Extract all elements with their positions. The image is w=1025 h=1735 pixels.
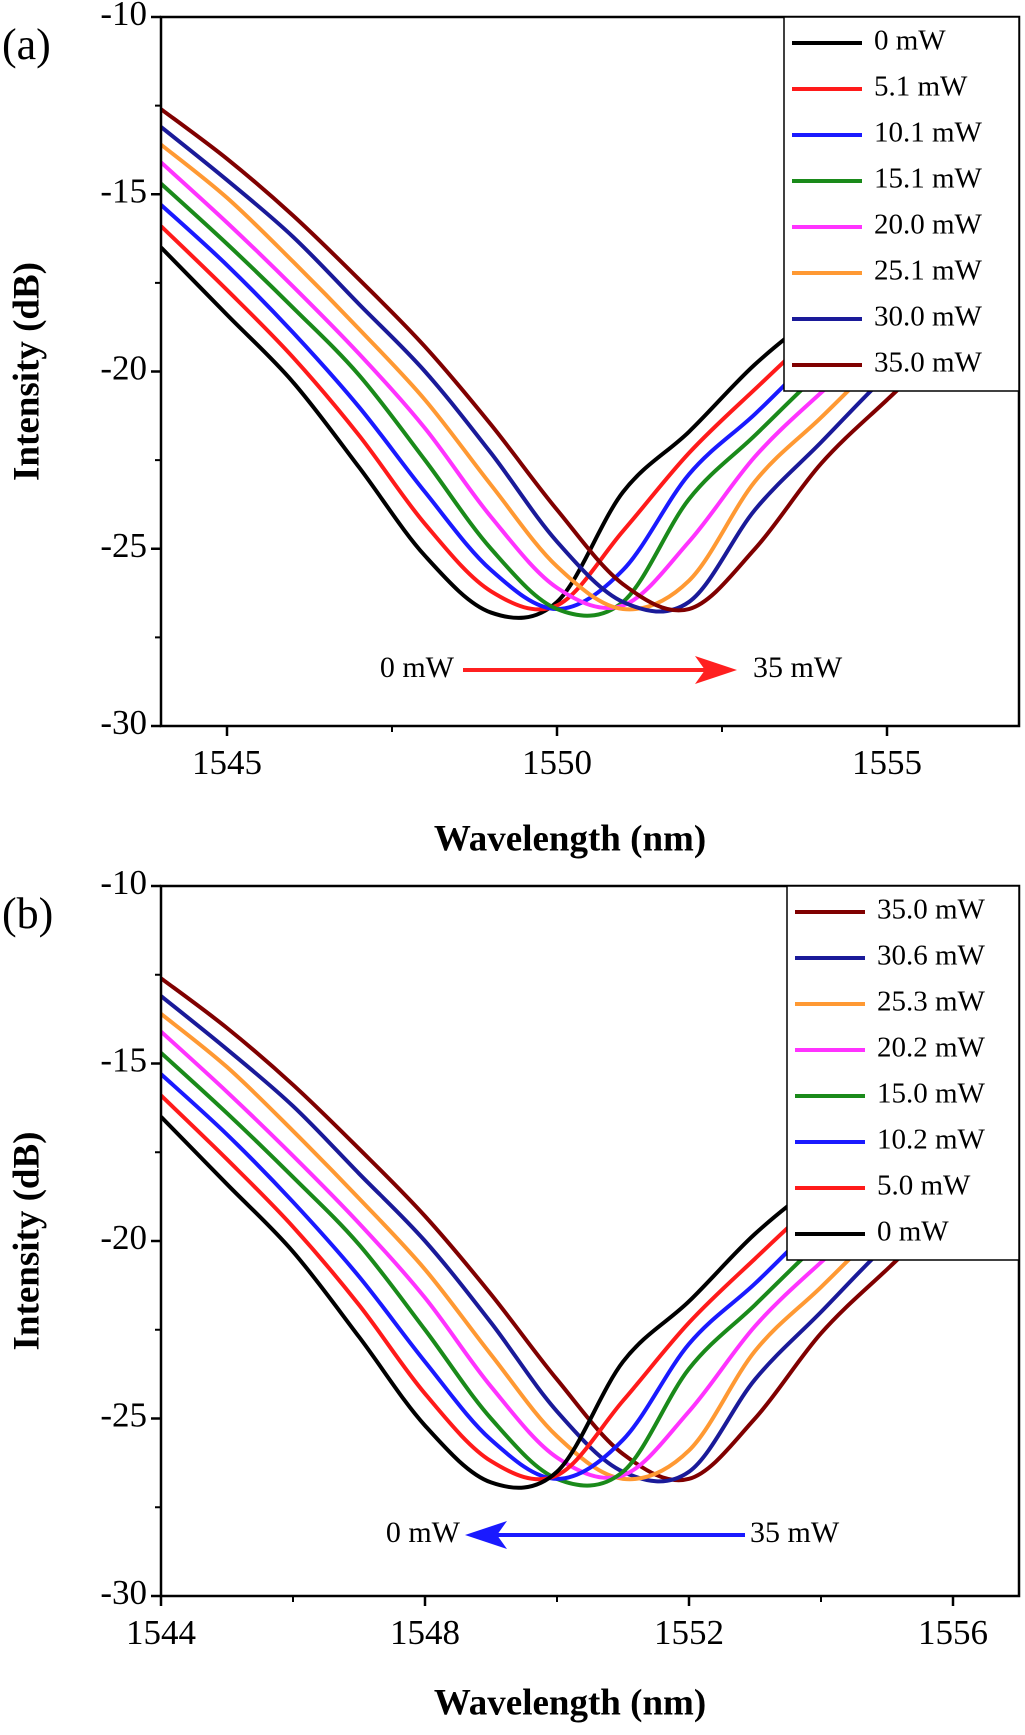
series-line [161,107,1019,613]
legend-label: 30.0 mW [874,301,983,333]
legend-label: 25.1 mW [874,255,983,287]
legend-label: 35.0 mW [877,894,986,926]
x-tick-label: 1550 [522,743,592,782]
x-tick-label: 1545 [192,743,262,782]
x-tick-label: 1548 [390,1613,460,1652]
annotation: 0 mW [380,651,455,684]
legend-label: 20.0 mW [874,209,983,241]
arrow-head [695,656,737,684]
y-tick-label: -30 [100,703,147,742]
legend-label: 20.2 mW [877,1032,986,1064]
legend-label: 15.1 mW [874,163,983,195]
legend-label: 10.2 mW [877,1124,986,1156]
y-tick-label: -25 [100,526,147,565]
y-tick-label: -10 [100,0,147,33]
y-tick-label: -20 [100,1218,147,1257]
x-tick-label: 1544 [126,1613,196,1652]
x-tick-label: 1555 [852,743,922,782]
legend-label: 10.1 mW [874,117,983,149]
chart: -30 -25 -20 -15 -10 1545 1550 1555 Wavelength (n… [2,0,1021,859]
y-axis-title: Intensity (dB) [6,262,47,481]
y-tick-label: -10 [100,863,147,902]
legend-label: 5.1 mW [874,71,968,103]
x-axis-title: Wavelength (nm) [434,818,706,859]
y-tick-label: -15 [100,171,147,210]
legend-label: 0 mW [874,25,946,57]
y-tick-label: -20 [100,349,147,388]
x-axis-title: Wavelength (nm) [434,1682,706,1723]
annotation: 0 mW [386,1516,461,1549]
y-tick-label: -15 [100,1041,147,1080]
panel-label: (b) [2,889,53,938]
y-tick-label: -30 [100,1573,147,1612]
legend-label: 30.6 mW [877,940,986,972]
arrow-head [465,1521,507,1549]
legend-label: 0 mW [877,1216,949,1248]
legend-label: 15.0 mW [877,1078,986,1110]
x-tick-label: 1552 [654,1613,724,1652]
legend-label: 35.0 mW [874,347,983,379]
legend-label: 25.3 mW [877,986,986,1018]
series-line [161,976,1019,1483]
legend-box [783,16,1020,392]
legend-box [786,885,1020,1261]
annotation: 35 mW [750,1516,840,1549]
panel-label: (a) [2,20,51,69]
y-axis-title: Intensity (dB) [6,1132,47,1351]
chart: -30 -25 -20 -15 -10 1544 1548 1552 1556 Wavelengt… [2,863,1021,1723]
annotation: 35 mW [753,651,843,684]
y-tick-label: -25 [100,1396,147,1435]
legend-label: 5.0 mW [877,1170,971,1202]
x-tick-label: 1556 [918,1613,988,1652]
